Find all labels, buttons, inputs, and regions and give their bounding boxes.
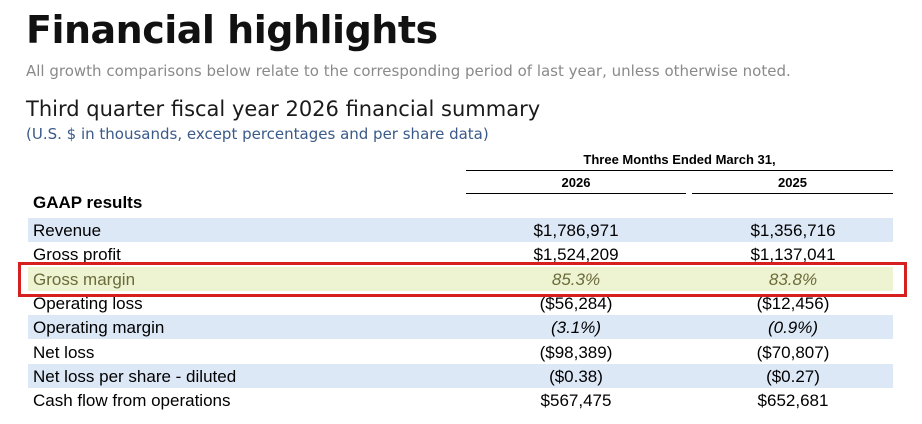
row-label: Gross margin bbox=[33, 269, 136, 289]
cell-value: (3.1%) bbox=[550, 318, 602, 338]
cell-value: 83.8% bbox=[768, 269, 818, 289]
cell-value: ($12,456) bbox=[756, 293, 830, 313]
cell-value: 85.3% bbox=[551, 269, 601, 289]
table-row: Gross profit $1,524,209 $1,137,041 bbox=[28, 242, 893, 266]
cell-value: $1,786,971 bbox=[533, 221, 619, 240]
row-label: Operating loss bbox=[33, 293, 143, 313]
table-row: Net loss per share - diluted ($0.38) ($0.2… bbox=[28, 363, 893, 389]
cell-value: (0.9%) bbox=[767, 318, 819, 338]
row-label: Gross profit bbox=[33, 245, 121, 265]
cell-value: $1,356,716 bbox=[750, 221, 836, 240]
section-title: Third quarter fiscal year 2026 financial… bbox=[26, 97, 541, 121]
row-label: Revenue bbox=[33, 221, 102, 240]
cell-value: $1,524,209 bbox=[533, 245, 619, 265]
highlight-box bbox=[18, 262, 907, 297]
cell-value: ($0.38) bbox=[549, 366, 603, 386]
table-row: Gross margin 85.3% 83.8% bbox=[28, 266, 893, 291]
table-row: Cash flow from operations $567,475 $652,68… bbox=[28, 388, 893, 412]
group-label: GAAP results bbox=[33, 193, 143, 212]
table-row: Net loss ($98,389) ($70,807) bbox=[28, 340, 893, 364]
row-label: Net loss bbox=[33, 342, 95, 362]
cell-value: ($0.27) bbox=[766, 366, 820, 386]
table-row: Revenue $1,786,971 $1,356,716 bbox=[28, 218, 893, 243]
row-label: Cash flow from operations bbox=[33, 391, 231, 411]
period-header: Three Months Ended March 31, bbox=[466, 152, 893, 171]
subtitle: All growth comparisons below relate to t… bbox=[26, 62, 791, 80]
cell-value: $1,137,041 bbox=[750, 245, 836, 265]
row-label: Operating margin bbox=[33, 318, 165, 338]
cell-value: $652,681 bbox=[757, 391, 829, 411]
table-row: Operating margin (3.1%) (0.9%) bbox=[28, 315, 893, 340]
cell-value: ($56,284) bbox=[539, 293, 613, 313]
cell-value: $567,475 bbox=[540, 391, 612, 411]
cell-value: ($98,389) bbox=[539, 342, 613, 362]
row-label: Net loss per share - diluted bbox=[33, 366, 237, 386]
cell-value: ($70,807) bbox=[756, 342, 830, 362]
column-header: 2026 bbox=[466, 175, 686, 194]
page-title: Financial highlights bbox=[26, 8, 438, 52]
table-row: Operating loss ($56,284) ($12,456) bbox=[28, 291, 893, 315]
column-header: 2025 bbox=[692, 175, 893, 194]
section-note: (U.S. $ in thousands, except percentages… bbox=[26, 125, 489, 143]
